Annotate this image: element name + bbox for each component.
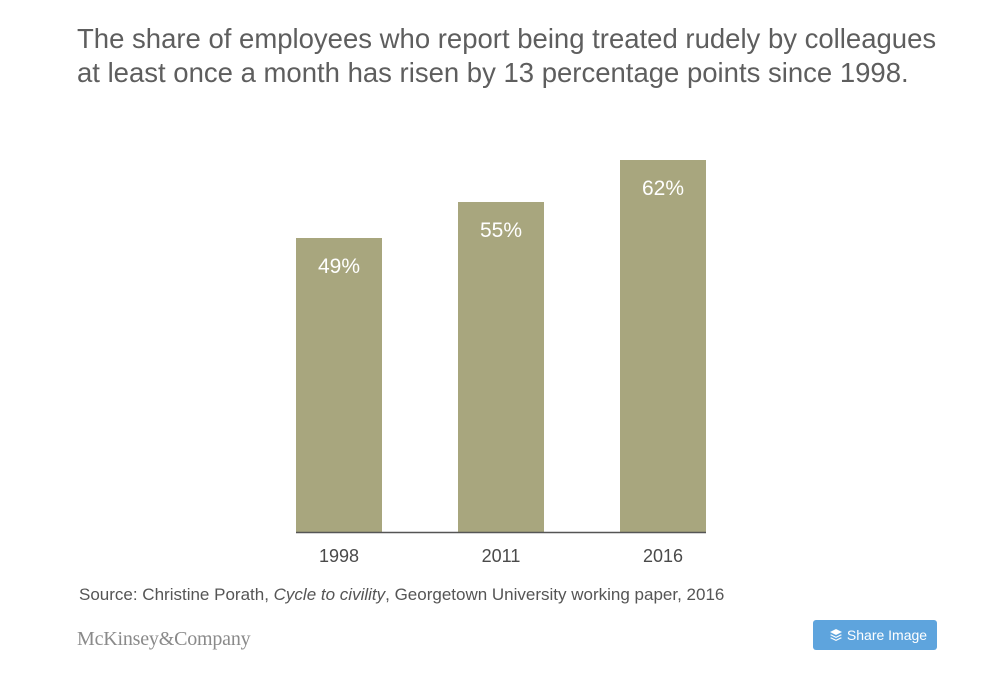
share-image-label: Share Image	[846, 627, 928, 643]
source-publication: Cycle to civility	[273, 585, 386, 604]
x-tick-label-2016: 2016	[643, 546, 683, 566]
source-prefix: Source: Christine Porath,	[79, 585, 274, 604]
share-image-button[interactable]: Share Image	[813, 620, 937, 650]
bar-2011	[458, 202, 544, 532]
bar-1998	[296, 238, 382, 532]
chart-title: The share of employees who report being …	[77, 23, 937, 88]
x-tick-label-1998: 1998	[319, 546, 359, 566]
bars-group	[296, 160, 706, 532]
bar-value-label-2011: 55%	[480, 219, 522, 242]
x-tick-labels-group: 1998 2011 2016	[319, 546, 683, 566]
source-note: Source: Christine Porath, Cycle to civil…	[79, 584, 724, 606]
layers-icon	[829, 629, 842, 641]
source-suffix: , Georgetown University working paper, 2…	[385, 585, 725, 604]
bar-2016	[620, 160, 706, 532]
bar-value-label-2016: 62%	[642, 177, 684, 200]
bar-value-label-1998: 49%	[318, 255, 360, 278]
x-tick-label-2011: 2011	[482, 546, 521, 566]
mckinsey-logo: McKinsey&Company	[77, 628, 251, 650]
bar-labels-group: 49% 55% 62%	[318, 177, 684, 278]
